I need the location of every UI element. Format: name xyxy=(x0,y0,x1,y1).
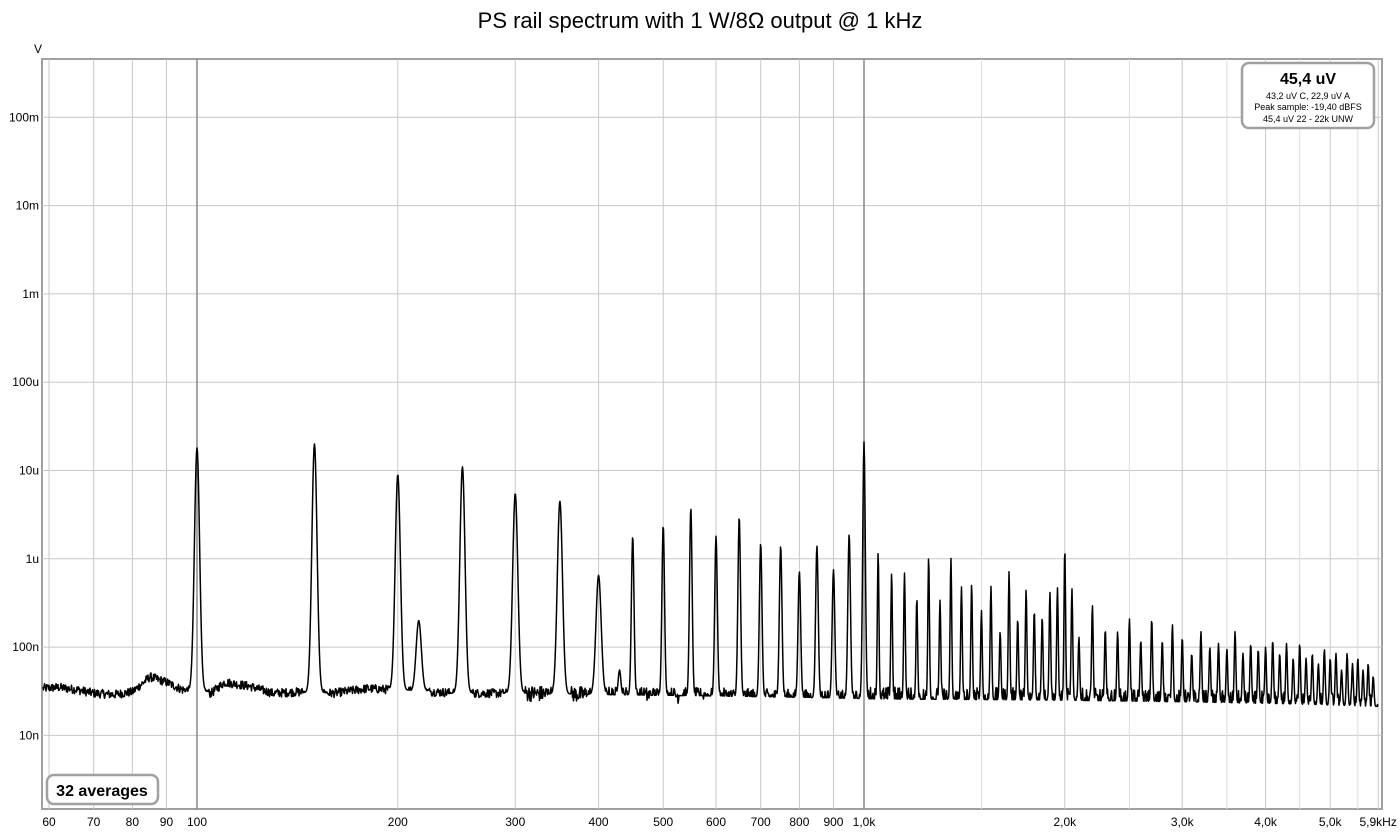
x-tick-label: 400 xyxy=(589,815,609,829)
averages-label: 32 averages xyxy=(56,783,148,800)
x-tick-label: 5,0k xyxy=(1319,815,1343,829)
x-tick-label: 3,0k xyxy=(1171,815,1195,829)
x-tick-label: 70 xyxy=(87,815,101,829)
y-tick-label: 100m xyxy=(9,110,39,124)
y-tick-label: 10u xyxy=(19,464,39,478)
y-tick-label: 100n xyxy=(12,640,39,654)
x-tick-label: 800 xyxy=(789,815,809,829)
measurement-box-frame xyxy=(1240,61,1376,130)
plot-frame xyxy=(41,58,1383,810)
x-tick-label: 4,0k xyxy=(1254,815,1278,829)
x-tick-label: 100 xyxy=(187,815,207,829)
measurement-unweighted: 45,4 uV 22 - 22k UNW xyxy=(1263,114,1354,124)
trace-layer xyxy=(42,441,1379,708)
tick-label-layer: 100m 10m 1m 100u 10u 1u 100n 10n 60 70 80 90 100 200 3… xyxy=(9,110,1397,829)
x-tick-label: 90 xyxy=(160,815,174,829)
averages-box-frame xyxy=(45,773,160,806)
measurement-box: 45,4 uV 43,2 uV C, 22,9 uV A Peak sample… xyxy=(1240,61,1376,130)
x-tick-label: 500 xyxy=(653,815,673,829)
x-tick-label: 300 xyxy=(505,815,525,829)
y-tick-label: 10n xyxy=(19,728,39,742)
chart-title: PS rail spectrum with 1 W/8Ω output @ 1 … xyxy=(477,8,923,33)
x-tick-label: 1,0k xyxy=(853,815,877,829)
y-axis-label: V xyxy=(34,42,42,56)
x-tick-label: 2,0k xyxy=(1053,815,1077,829)
measurement-main-value: 45,4 uV xyxy=(1280,71,1336,88)
x-tick-label: 200 xyxy=(388,815,408,829)
measurement-peak-sample: Peak sample: -19,40 dBFS xyxy=(1254,102,1362,112)
y-tick-label: 10m xyxy=(16,199,39,213)
y-tick-label: 1u xyxy=(26,552,39,566)
x-tick-label: 700 xyxy=(751,815,771,829)
y-tick-label: 1m xyxy=(22,287,39,301)
x-tick-label: 80 xyxy=(126,815,140,829)
x-tick-label: 900 xyxy=(823,815,843,829)
y-tick-label: 100u xyxy=(12,375,39,389)
x-tick-label: 60 xyxy=(42,815,56,829)
averages-box: 32 averages xyxy=(45,773,160,806)
grid-layer xyxy=(42,59,1382,809)
x-tick-label: 5,9kHz xyxy=(1359,815,1396,829)
x-tick-label: 600 xyxy=(706,815,726,829)
spectrum-trace xyxy=(42,441,1379,708)
measurement-weighted-values: 43,2 uV C, 22,9 uV A xyxy=(1266,91,1350,101)
